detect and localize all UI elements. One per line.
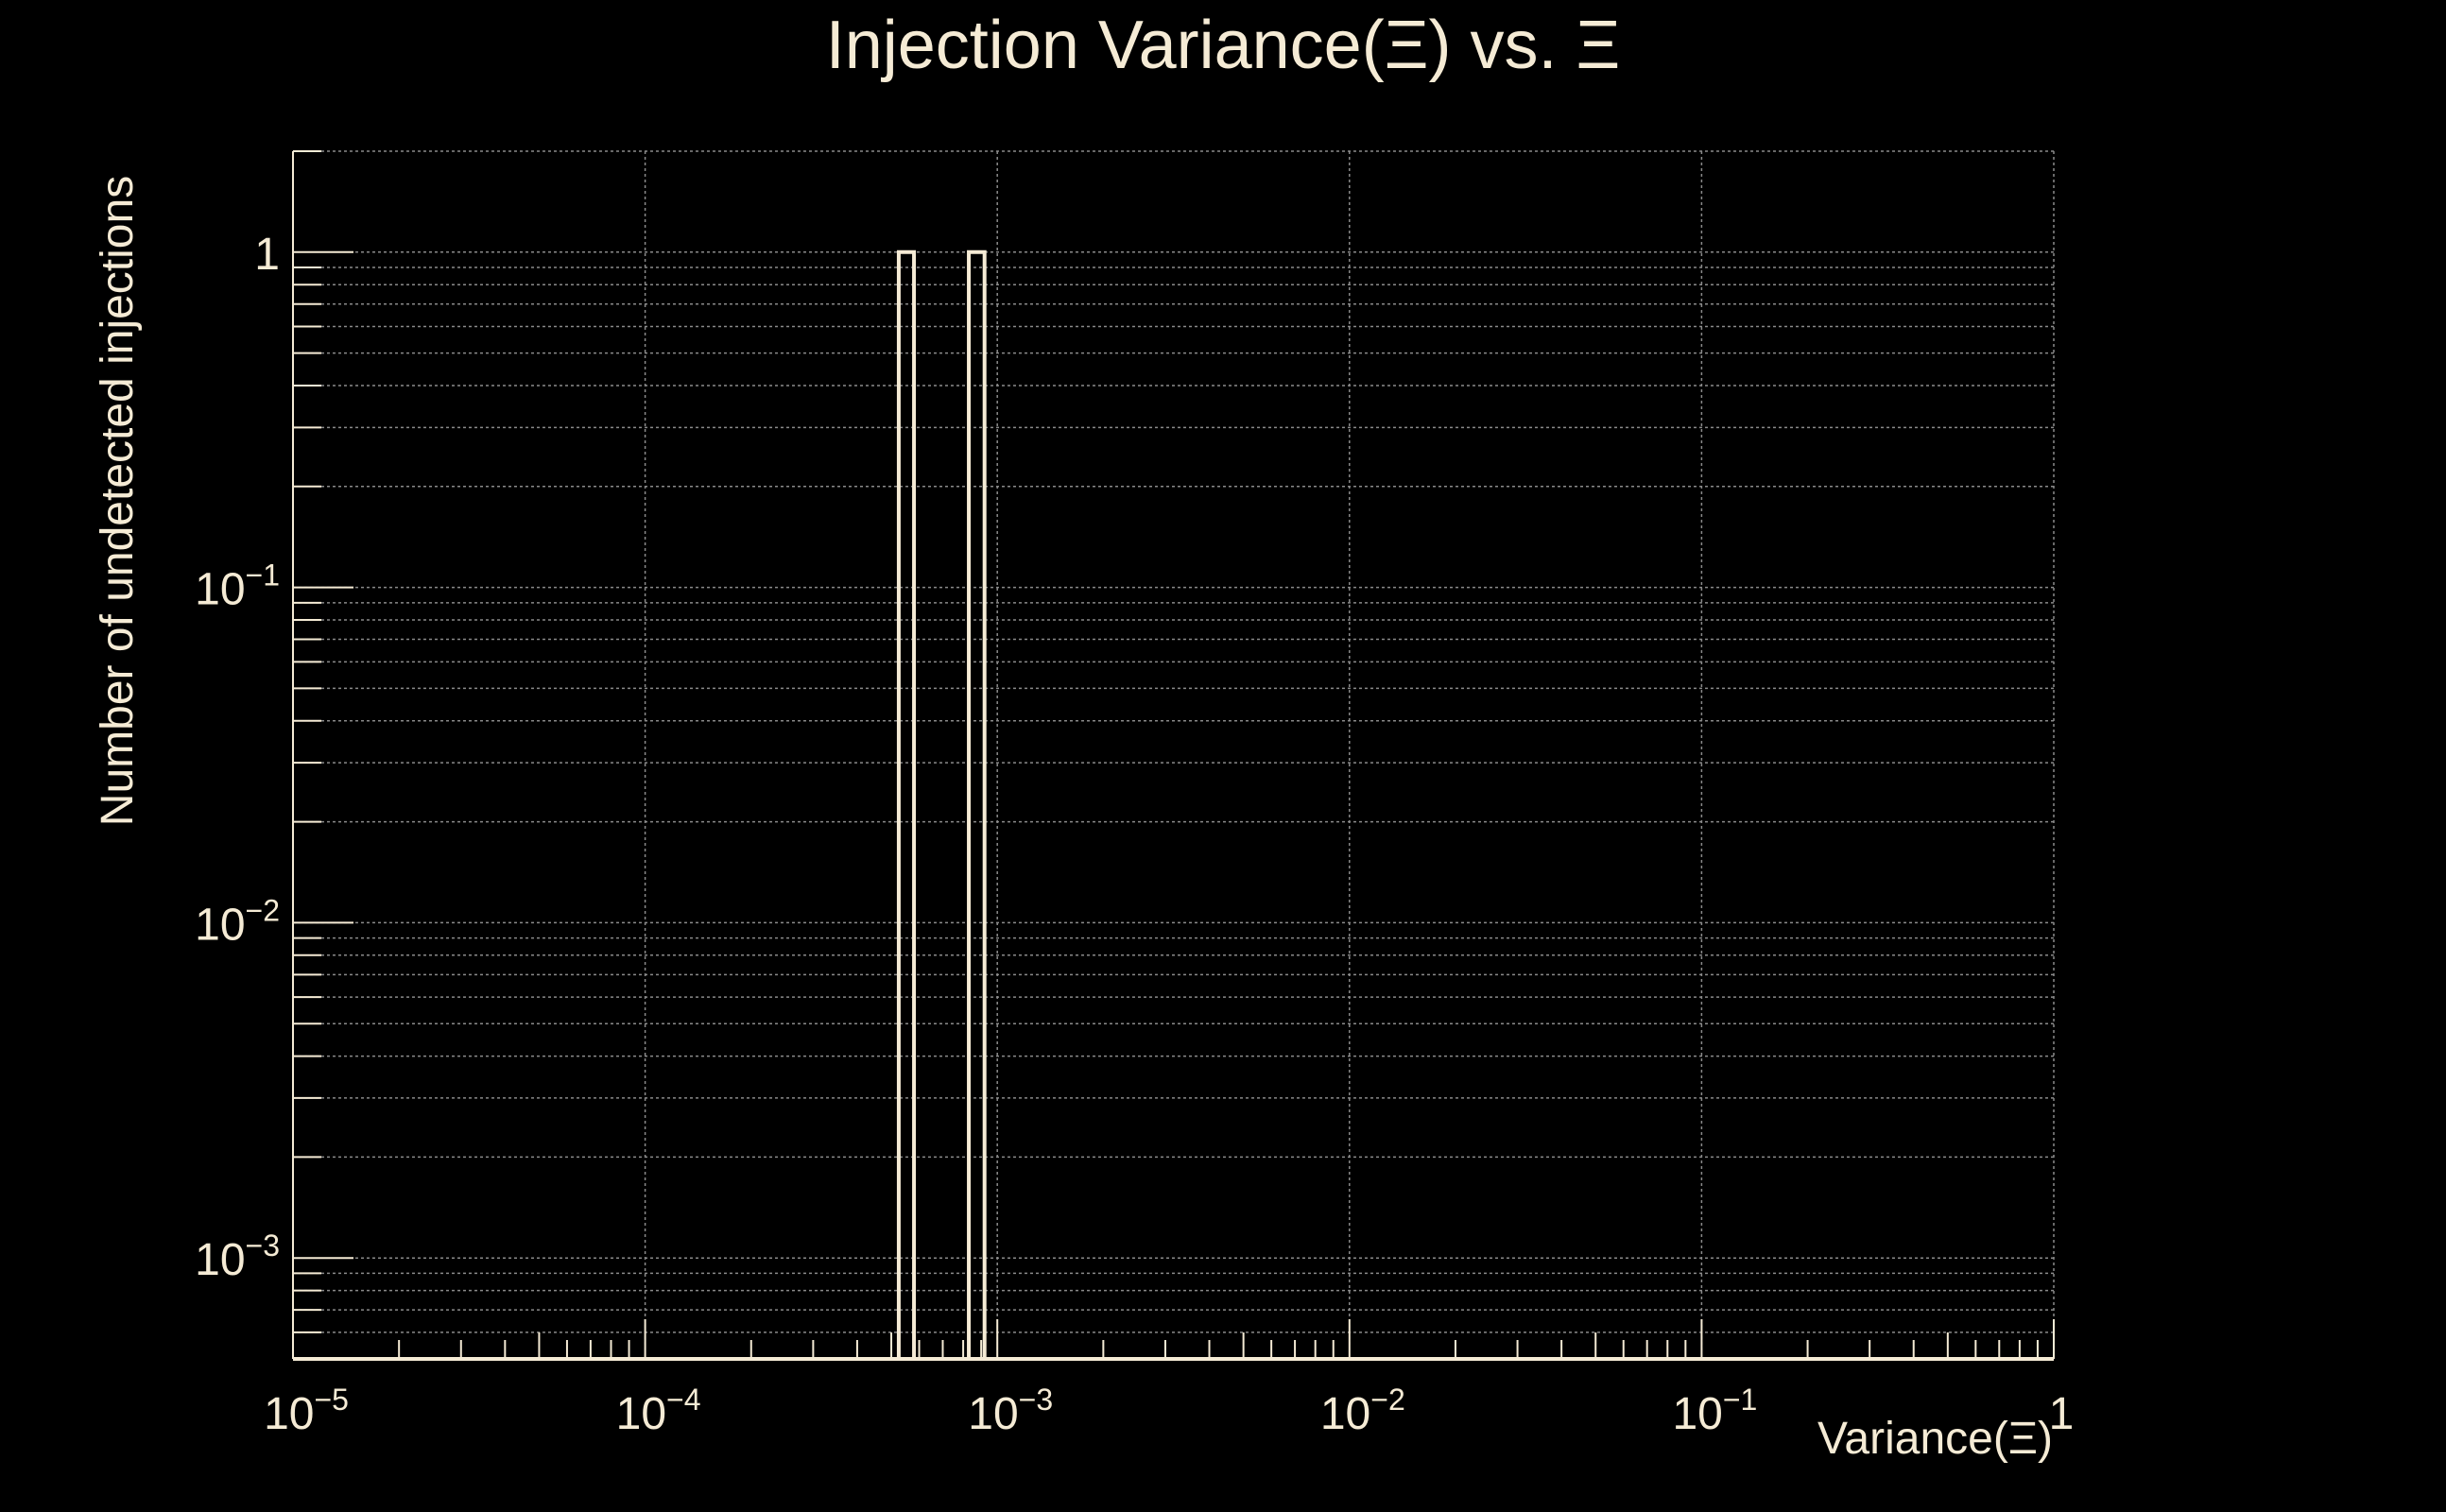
y-tick-label: 10−1 [195,558,280,615]
y-axis-label: Number of undetected injections [93,176,143,826]
histogram-bars [293,249,2054,1361]
x-tick-label: 10−2 [1320,1383,1405,1439]
chart-title: Injection Variance(Ξ) vs. Ξ [826,8,1621,83]
x-tick-label: 10−1 [1672,1383,1757,1439]
x-tick-label: 10−3 [968,1383,1053,1439]
histogram-bar [896,249,917,1359]
axes [292,150,2055,1360]
x-tick-label: 1 [2049,1389,2075,1439]
y-tick-label: 10−2 [195,893,280,950]
x-axis-label: Variance(Ξ) [1817,1414,2053,1464]
y-tick-label: 1 [254,230,280,280]
tick-labels: 10−5 10−4 10−3 10−2 10−1 1 10−3 10−2 10−1 1 [195,230,2074,1439]
y-tick-label: 10−3 [195,1228,280,1285]
histogram-bar [967,249,987,1359]
x-tick-label: 10−5 [264,1383,349,1439]
grid [292,150,2055,1360]
x-tick-label: 10−4 [616,1383,701,1439]
